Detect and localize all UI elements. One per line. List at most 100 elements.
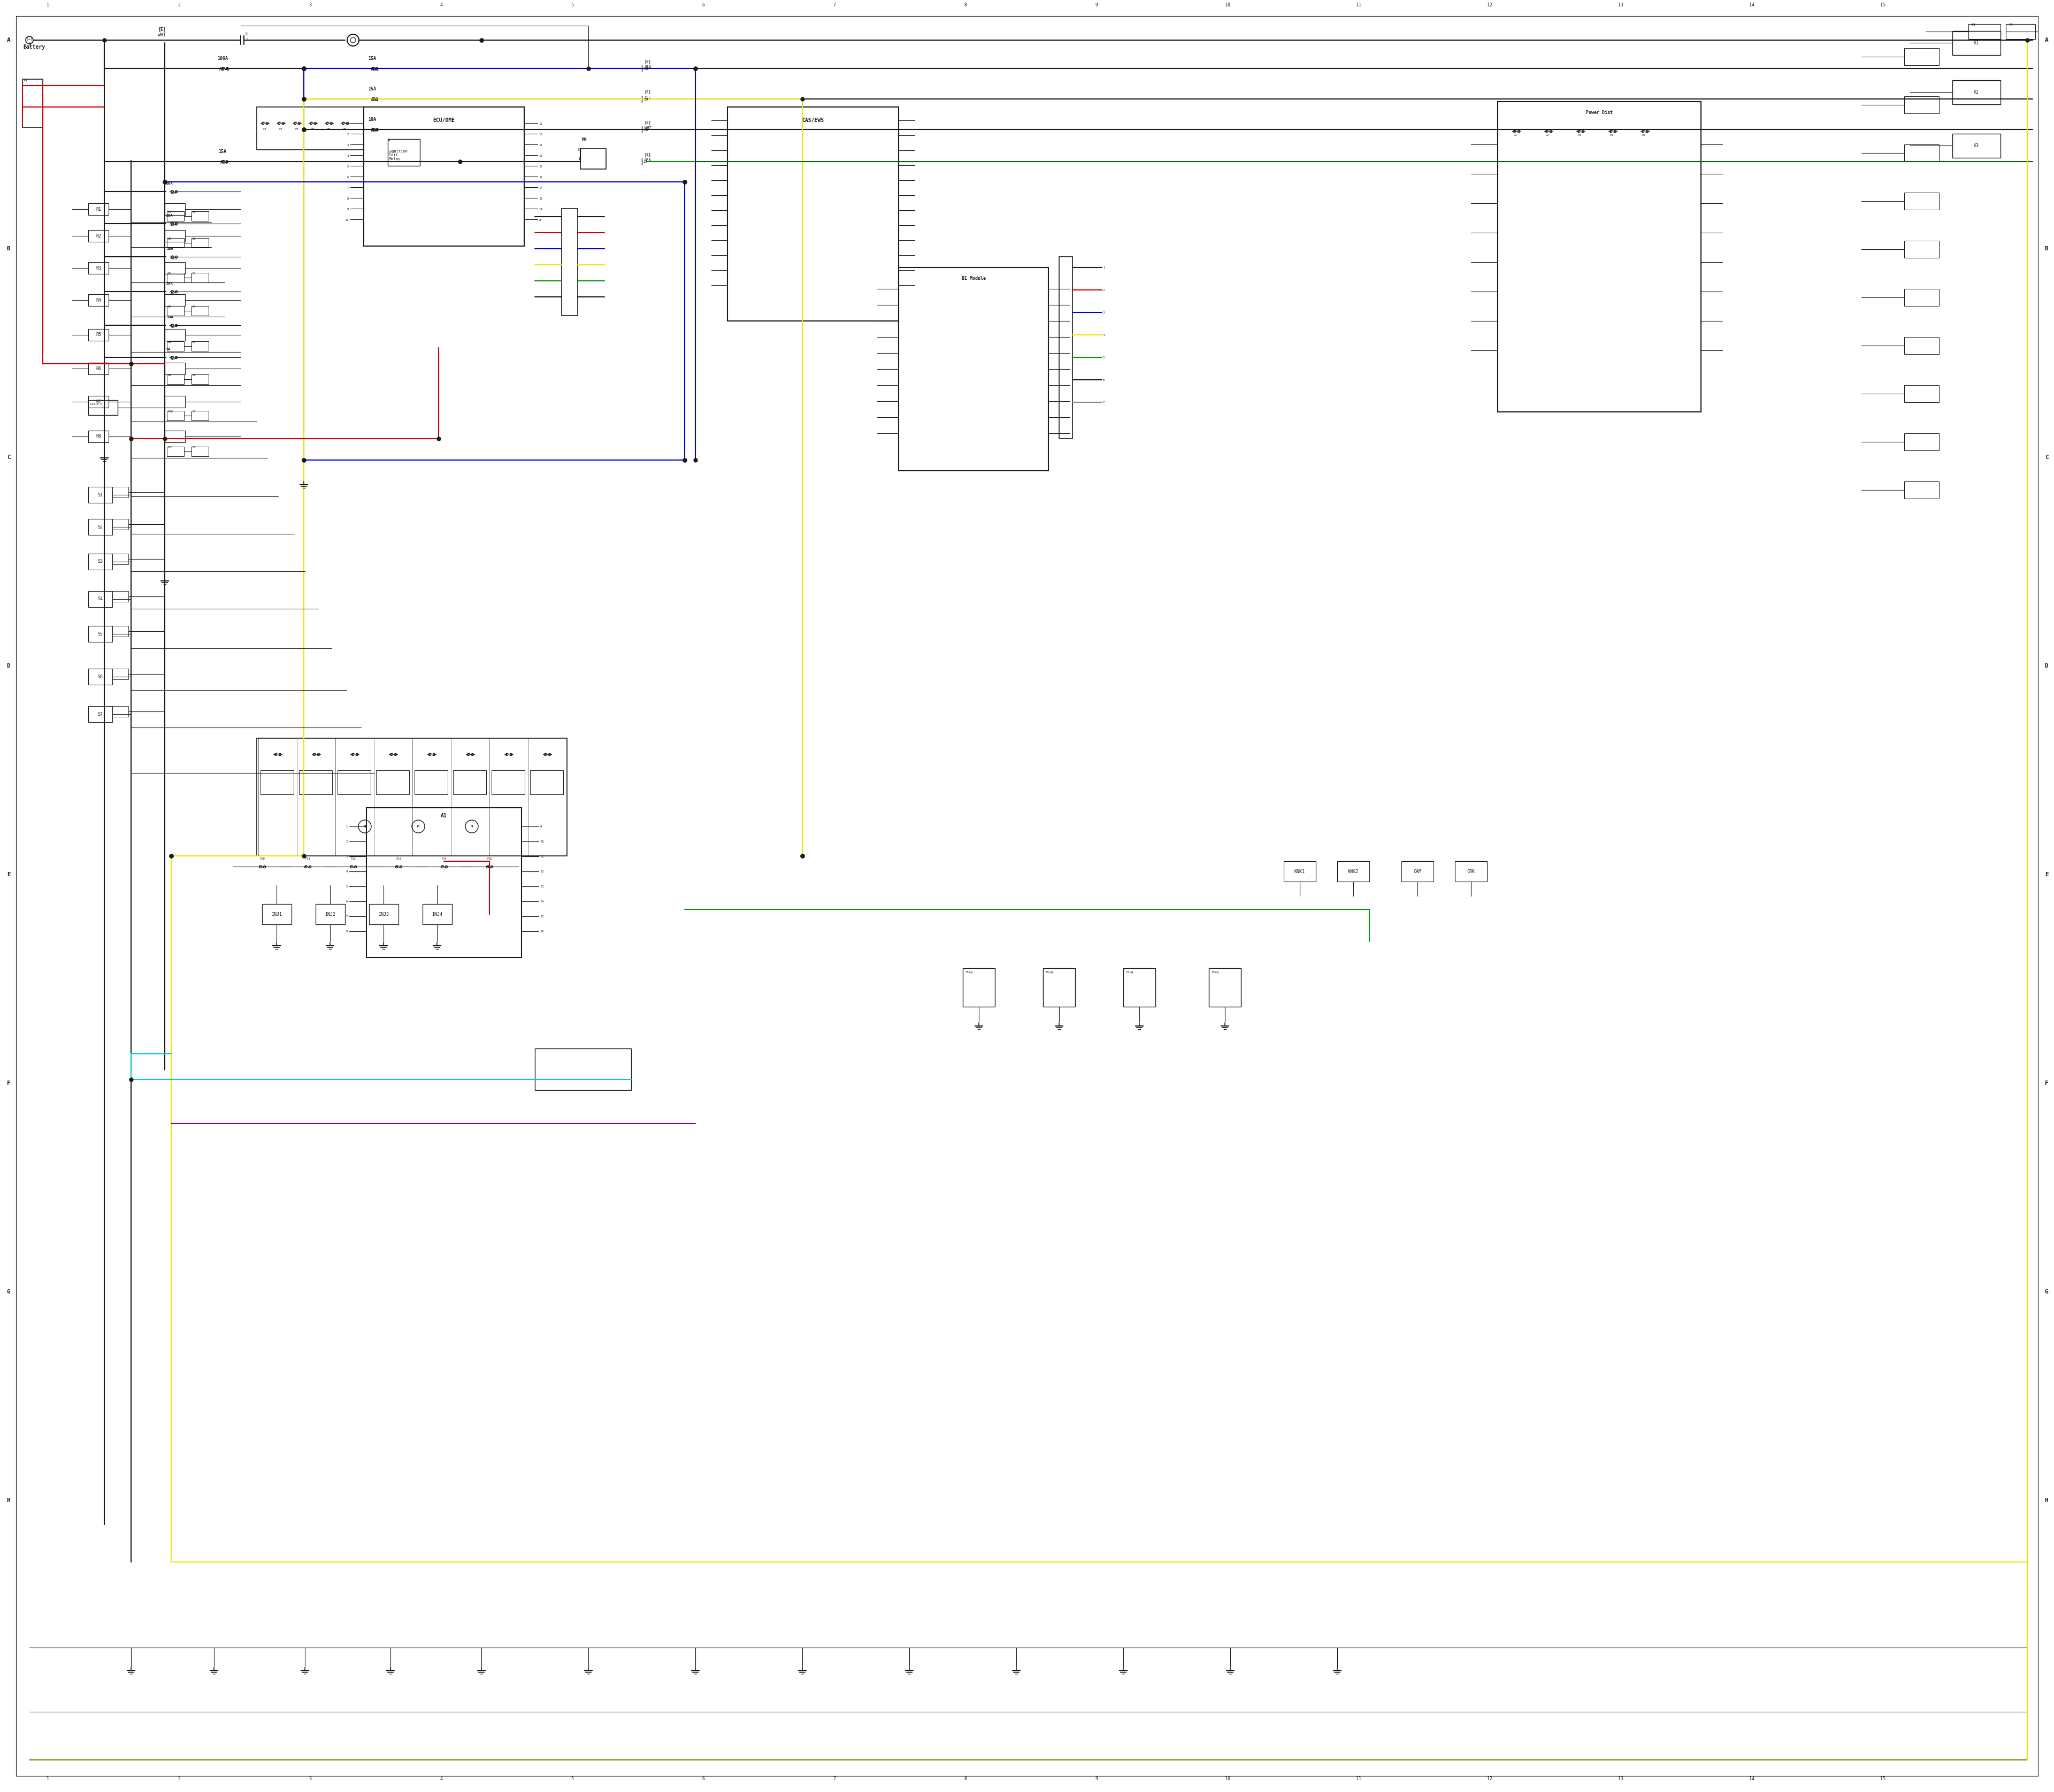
Text: D2: D2 xyxy=(193,238,195,240)
Text: D3: D3 xyxy=(193,272,195,274)
Bar xyxy=(88,554,113,570)
Text: 19: 19 xyxy=(538,208,542,211)
Text: 15: 15 xyxy=(1879,2,1886,7)
Text: E: E xyxy=(2044,873,2048,878)
Bar xyxy=(364,108,524,246)
Text: A18: A18 xyxy=(170,224,177,228)
Bar xyxy=(1904,97,1939,113)
Text: K10: K10 xyxy=(168,410,173,412)
Text: R4: R4 xyxy=(97,297,101,303)
Bar xyxy=(166,410,185,421)
Bar xyxy=(1904,337,1939,355)
Bar xyxy=(88,520,113,536)
Bar xyxy=(166,446,185,457)
Text: S1: S1 xyxy=(99,493,103,496)
Bar xyxy=(164,330,185,340)
Text: R7: R7 xyxy=(97,400,101,405)
Text: 1: 1 xyxy=(47,1776,49,1781)
Bar xyxy=(191,375,210,383)
Text: 8: 8 xyxy=(963,1776,967,1781)
Text: D: D xyxy=(6,663,10,668)
Text: F15: F15 xyxy=(487,858,493,860)
Text: Plug: Plug xyxy=(1212,971,1218,973)
Text: F12: F12 xyxy=(351,858,355,860)
Text: 16: 16 xyxy=(540,930,544,934)
Text: 17: 17 xyxy=(538,186,542,190)
Text: INJ1: INJ1 xyxy=(271,912,281,916)
Text: 1: 1 xyxy=(29,43,31,45)
Text: S3: S3 xyxy=(99,559,103,564)
Bar xyxy=(581,149,606,168)
Bar xyxy=(88,625,113,642)
Bar xyxy=(1124,968,1154,1007)
Text: 14: 14 xyxy=(538,154,542,158)
Text: M4: M4 xyxy=(581,138,587,142)
Text: 10: 10 xyxy=(345,219,349,222)
Bar xyxy=(113,668,127,679)
Text: 11: 11 xyxy=(538,122,542,125)
Text: A2: A2 xyxy=(170,292,175,294)
Text: 20A: 20A xyxy=(166,213,173,217)
Text: 13: 13 xyxy=(1619,1776,1623,1781)
Text: A22: A22 xyxy=(372,97,380,102)
Text: D7: D7 xyxy=(193,410,195,412)
Text: F2: F2 xyxy=(279,127,281,131)
Text: 15A: 15A xyxy=(368,56,376,61)
Bar xyxy=(88,591,113,607)
Text: A17: A17 xyxy=(170,192,177,195)
Text: Power Dist: Power Dist xyxy=(1586,109,1612,115)
Text: R1: R1 xyxy=(97,206,101,211)
Text: KNK2: KNK2 xyxy=(1347,869,1358,874)
Bar xyxy=(166,272,185,283)
Text: F4: F4 xyxy=(310,127,314,131)
Bar xyxy=(376,771,409,794)
Bar xyxy=(1904,145,1939,161)
Text: K1: K1 xyxy=(1974,41,1980,45)
Bar xyxy=(261,771,294,794)
Text: A3: A3 xyxy=(170,324,175,328)
Bar xyxy=(191,238,210,247)
Bar xyxy=(423,903,452,925)
Text: 4: 4 xyxy=(440,2,442,7)
Text: 20A: 20A xyxy=(166,281,173,285)
Bar xyxy=(113,554,127,564)
Bar xyxy=(1904,240,1939,258)
Bar xyxy=(300,771,333,794)
Text: 11: 11 xyxy=(540,855,544,858)
Text: INJ3: INJ3 xyxy=(378,912,388,916)
Text: 20: 20 xyxy=(538,219,542,222)
Bar xyxy=(88,330,109,340)
Bar xyxy=(415,771,448,794)
Bar xyxy=(1953,81,2001,104)
Text: 4: 4 xyxy=(388,138,390,142)
Text: Plug: Plug xyxy=(1045,971,1052,973)
Text: F5: F5 xyxy=(327,127,331,131)
Bar xyxy=(164,262,185,274)
Text: INJ4: INJ4 xyxy=(431,912,442,916)
Text: 6: 6 xyxy=(702,2,705,7)
Bar xyxy=(164,202,185,215)
Text: C5: C5 xyxy=(1641,134,1645,136)
Text: 1: 1 xyxy=(577,158,579,161)
Text: R6: R6 xyxy=(97,366,101,371)
Text: G: G xyxy=(2044,1288,2048,1294)
Text: R3: R3 xyxy=(97,265,101,271)
Bar xyxy=(113,706,127,717)
Text: 12: 12 xyxy=(1487,1776,1493,1781)
Text: K3: K3 xyxy=(1974,143,1980,149)
Bar xyxy=(257,738,567,857)
Bar xyxy=(191,340,210,351)
Bar xyxy=(2007,23,2036,39)
Text: K4: K4 xyxy=(168,211,170,213)
Text: 12: 12 xyxy=(538,133,542,136)
Text: F1: F1 xyxy=(263,127,267,131)
Text: Plug: Plug xyxy=(1126,971,1134,973)
Text: F: F xyxy=(2044,1081,2048,1086)
Bar xyxy=(113,487,127,498)
Text: 7: 7 xyxy=(834,1776,836,1781)
Bar xyxy=(88,430,109,443)
Text: D4: D4 xyxy=(193,305,195,308)
Text: K5: K5 xyxy=(168,238,170,240)
Bar xyxy=(534,1048,631,1090)
Bar xyxy=(191,211,210,220)
